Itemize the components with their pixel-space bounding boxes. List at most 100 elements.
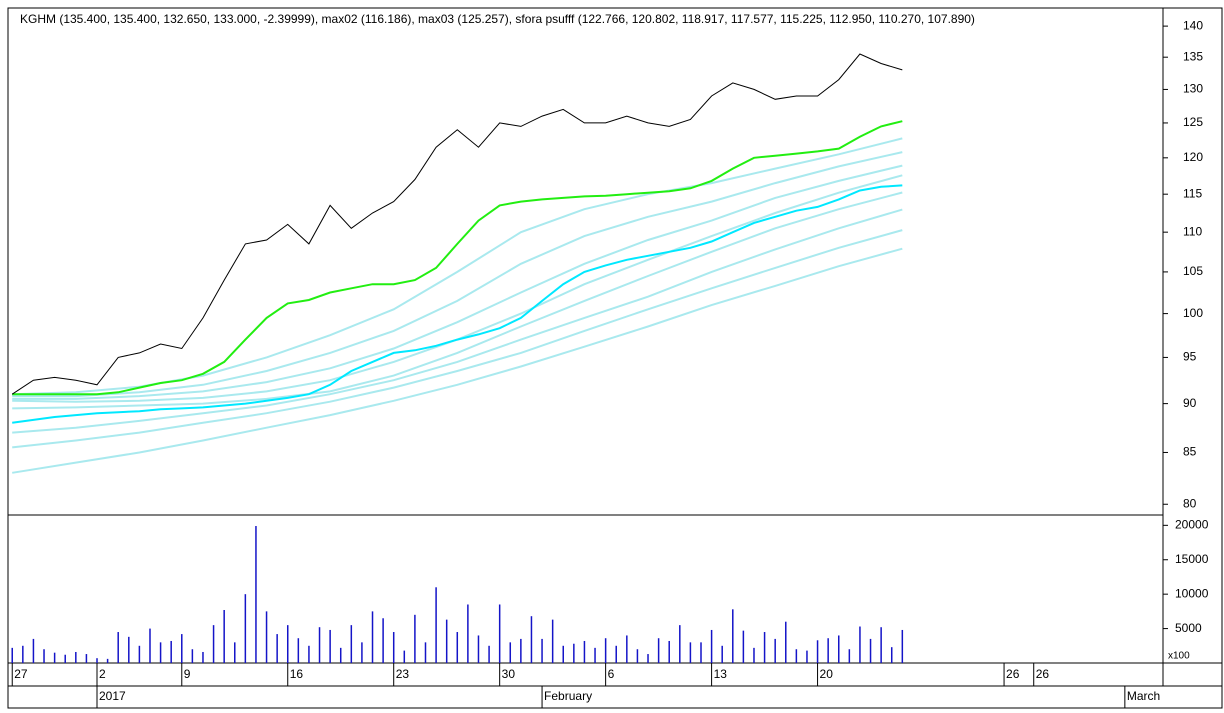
volume-bar — [636, 649, 639, 663]
volume-bar — [85, 654, 88, 663]
volume-bar — [276, 634, 278, 663]
volume-bar — [594, 647, 596, 663]
volume-bar — [382, 618, 384, 663]
volume-bar — [392, 632, 395, 663]
volume-bar — [626, 635, 628, 663]
volume-bar — [827, 638, 829, 663]
volume-bar — [520, 638, 522, 663]
volume-bar — [763, 632, 766, 663]
y-tick-label: 105 — [1183, 264, 1203, 278]
volume-bar — [149, 628, 151, 663]
x-tick-label: 30 — [502, 667, 516, 681]
volume-bar — [541, 638, 543, 663]
volume-bar — [234, 642, 236, 663]
volume-bar — [329, 629, 331, 663]
volume-bar — [64, 654, 66, 663]
volume-bar — [488, 645, 490, 663]
volume-bar — [732, 609, 734, 663]
volume-bar — [859, 626, 861, 663]
volume-bar — [890, 647, 893, 663]
volume-bar — [32, 638, 35, 663]
volume-bar — [350, 625, 353, 663]
volume-bar — [75, 651, 77, 663]
x-tick-label: 23 — [396, 667, 410, 681]
volume-bar — [445, 619, 448, 663]
volume-bar — [573, 643, 575, 663]
volume-bar — [191, 649, 194, 663]
volume-bar — [477, 635, 480, 663]
volume-bar — [43, 649, 45, 663]
x-tick-label: 16 — [290, 667, 304, 681]
y-tick-label: 110 — [1183, 224, 1202, 238]
volume-bar — [265, 611, 268, 663]
y-tick-label: 140 — [1183, 18, 1203, 32]
volume-bar — [456, 632, 459, 663]
volume-bar — [212, 625, 215, 663]
volume-bar — [117, 632, 119, 663]
volume-bar — [11, 647, 13, 663]
volume-bar — [435, 587, 437, 663]
volume-bar — [848, 649, 851, 663]
volume-bar — [869, 638, 872, 663]
volume-bar — [286, 625, 289, 663]
y-tick-label: 20000 — [1175, 517, 1209, 531]
volume-bar — [106, 658, 109, 663]
volume-bar — [806, 650, 808, 663]
volume-bar — [96, 658, 98, 663]
y-tick-label: 115 — [1183, 186, 1202, 200]
volume-bar — [53, 652, 56, 663]
volume-bar — [403, 650, 406, 663]
x-tick-label: 2017 — [99, 689, 126, 703]
volume-bar — [742, 630, 745, 663]
volume-bar — [424, 642, 427, 663]
x-tick-label: March — [1127, 689, 1160, 703]
volume-bar — [159, 642, 162, 663]
volume-bar — [170, 640, 172, 663]
y-tick-label: 10000 — [1175, 586, 1209, 600]
volume-bar — [838, 635, 840, 663]
y-tick-label: 5000 — [1175, 621, 1202, 635]
volume-bar — [647, 654, 649, 663]
x-tick-label: 20 — [820, 667, 834, 681]
volume-bar — [583, 640, 586, 663]
series-line — [12, 229, 903, 449]
volume-bar — [551, 619, 554, 663]
series-line — [11, 53, 903, 395]
volume-bar — [710, 629, 713, 663]
volume-bar — [901, 629, 904, 663]
volume-bar — [785, 621, 787, 663]
volume-bar — [138, 645, 141, 663]
series-line — [12, 247, 903, 474]
y-tick-label: 135 — [1183, 49, 1203, 63]
y-tick-label: 125 — [1183, 115, 1203, 129]
chart-title: KGHM (135.400, 135.400, 132.650, 133.000… — [20, 12, 975, 26]
x-tick-label: 2 — [99, 667, 106, 681]
volume-bar — [255, 526, 257, 663]
volume-bar — [181, 634, 183, 663]
volume-bar — [721, 645, 723, 663]
volume-bar — [498, 604, 501, 663]
x-tick-label: 27 — [14, 667, 28, 681]
volume-bar — [562, 645, 564, 663]
y-tick-label: 100 — [1183, 306, 1203, 320]
y-tick-label: 85 — [1183, 445, 1197, 459]
volume-bar — [615, 645, 617, 663]
unit-label: x100 — [1168, 651, 1190, 662]
y-tick-label: 120 — [1183, 150, 1203, 164]
volume-bar — [467, 604, 469, 663]
volume-bar — [530, 616, 533, 663]
series-line — [12, 184, 903, 424]
volume-bar — [223, 609, 225, 663]
x-tick-label: February — [544, 689, 592, 703]
volume-bar — [414, 614, 416, 663]
volume-bar — [318, 627, 321, 663]
volume-bar — [816, 640, 819, 663]
y-tick-label: 80 — [1183, 496, 1197, 510]
y-tick-label: 130 — [1183, 82, 1203, 96]
series-line — [12, 191, 903, 410]
volume-bar — [700, 642, 702, 663]
x-tick-label: 6 — [608, 667, 615, 681]
frame — [7, 7, 1223, 709]
